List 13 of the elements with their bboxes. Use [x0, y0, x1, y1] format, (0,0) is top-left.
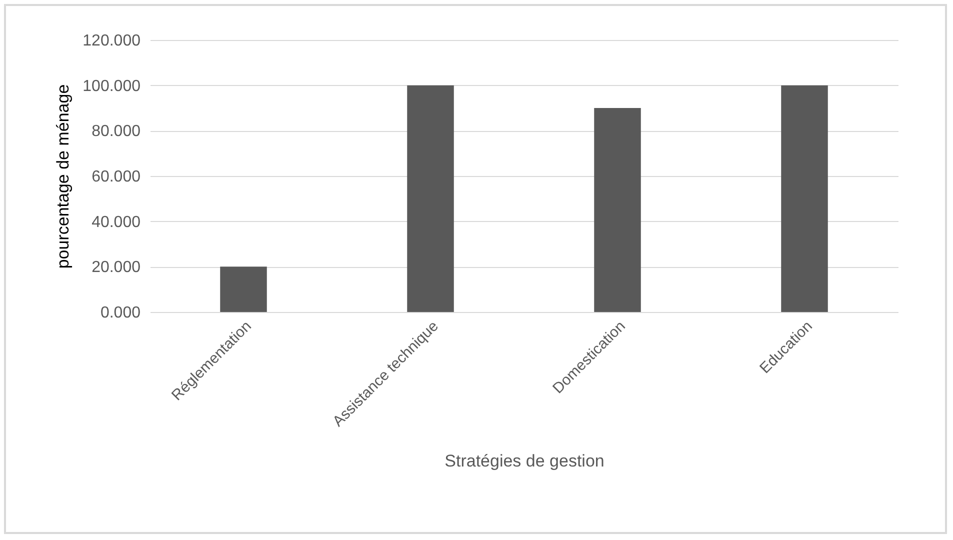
y-tick-label: 100.000	[82, 78, 141, 95]
y-tick-label: 0.000	[100, 304, 141, 322]
y-axis-title: pourcentage de ménage	[54, 84, 73, 269]
bar	[407, 85, 454, 312]
bar	[781, 85, 828, 312]
y-tick-label: 120.000	[82, 32, 141, 50]
y-tick-label: 20.000	[92, 259, 141, 276]
bar	[220, 266, 267, 312]
y-tick-label: 60.000	[92, 168, 141, 186]
y-tick-label: 80.000	[92, 123, 141, 140]
y-tick-label: 40.000	[92, 214, 141, 231]
bar	[594, 108, 641, 312]
x-axis-title: Stratégies de gestion	[444, 451, 604, 470]
